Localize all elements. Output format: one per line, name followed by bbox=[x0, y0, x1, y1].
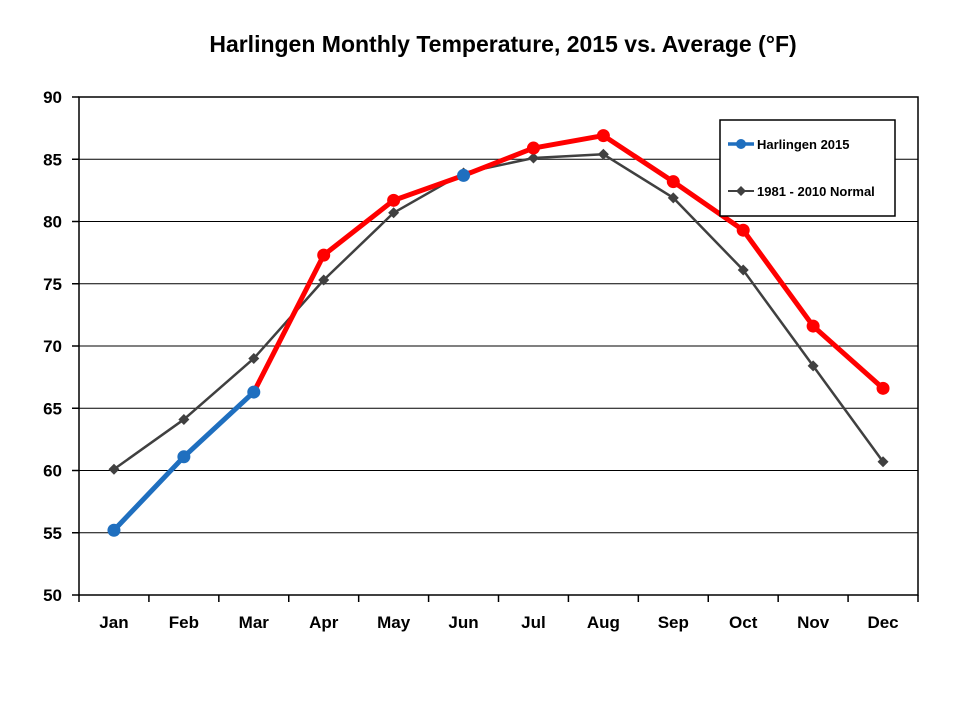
x-tick-label-may: May bbox=[377, 613, 411, 632]
series-segment-harlingen-2015 bbox=[670, 179, 746, 233]
marker-harlingen-2015-mar bbox=[247, 385, 261, 399]
series-segment-harlingen-2015 bbox=[461, 145, 536, 178]
marker-normal-sep bbox=[667, 192, 679, 204]
series-markers bbox=[107, 129, 890, 537]
series-segment-harlingen-2015 bbox=[321, 197, 397, 258]
series-segment-harlingen-2015 bbox=[391, 172, 467, 203]
marker-normal-may bbox=[388, 207, 400, 219]
gridlines bbox=[79, 96, 918, 534]
series-segment-harlingen-2015 bbox=[810, 323, 886, 391]
y-axis-ticks: 50 55 60 65 70 75 80 85 90 bbox=[43, 88, 62, 605]
x-tick-label-aug: Aug bbox=[587, 613, 620, 632]
marker-harlingen-2015-may bbox=[387, 193, 401, 207]
marker-harlingen-2015-feb bbox=[177, 450, 191, 464]
y-tick-label: 85 bbox=[43, 150, 62, 169]
series-segment-harlingen-2015 bbox=[600, 133, 676, 185]
marker-harlingen-2015-apr bbox=[317, 248, 331, 262]
series-segment-harlingen-2015 bbox=[530, 133, 606, 151]
marker-harlingen-2015-jun bbox=[457, 168, 471, 182]
chart-title: Harlingen Monthly Temperature, 2015 vs. … bbox=[209, 31, 796, 57]
marker-harlingen-2015-sep bbox=[666, 175, 680, 189]
marker-normal-aug bbox=[597, 148, 609, 160]
y-tick-label: 50 bbox=[43, 586, 62, 605]
x-tick-label-nov: Nov bbox=[797, 613, 830, 632]
x-tick-label-mar: Mar bbox=[239, 613, 270, 632]
legend-label-harlingen-2015: Harlingen 2015 bbox=[757, 137, 850, 152]
y-tick-label: 80 bbox=[43, 213, 62, 232]
marker-normal-apr bbox=[318, 274, 330, 286]
series-segment-harlingen-2015 bbox=[251, 252, 327, 395]
x-tick-label-oct: Oct bbox=[729, 613, 758, 632]
series-lines bbox=[111, 133, 886, 533]
y-tick-label: 65 bbox=[43, 399, 62, 418]
x-tick-label-feb: Feb bbox=[169, 613, 199, 632]
x-tick-label-jul: Jul bbox=[521, 613, 546, 632]
y-tick-label: 60 bbox=[43, 462, 62, 481]
x-axis-ticks: Jan Feb Mar Apr May Jun Jul Aug Sep Oct Nov Dec bbox=[99, 613, 898, 632]
y-tick-label: 70 bbox=[43, 337, 62, 356]
marker-harlingen-2015-aug bbox=[596, 129, 610, 143]
y-tick-label: 90 bbox=[43, 88, 62, 107]
series-segment-harlingen-2015 bbox=[181, 389, 257, 460]
series-segment-harlingen-2015 bbox=[740, 227, 816, 329]
series-segment-harlingen-2015 bbox=[111, 454, 187, 533]
x-tick-label-jan: Jan bbox=[99, 613, 128, 632]
x-tick-label-jun: Jun bbox=[448, 613, 478, 632]
marker-normal-jan bbox=[108, 463, 120, 475]
marker-harlingen-2015-jan bbox=[107, 523, 121, 537]
y-tick-label: 55 bbox=[43, 524, 62, 543]
marker-harlingen-2015-jul bbox=[526, 141, 540, 155]
marker-harlingen-2015-oct bbox=[736, 223, 750, 237]
marker-normal-jul bbox=[527, 152, 539, 164]
marker-normal-nov bbox=[807, 360, 819, 372]
series-line-normal bbox=[113, 153, 885, 471]
legend-box bbox=[719, 119, 896, 217]
x-tick-label-sep: Sep bbox=[658, 613, 689, 632]
legend-marker-normal bbox=[736, 186, 746, 196]
marker-normal-mar bbox=[248, 352, 260, 364]
legend: Harlingen 2015 1981 - 2010 Normal bbox=[719, 119, 896, 217]
marker-harlingen-2015-dec bbox=[876, 381, 890, 395]
marker-normal-feb bbox=[178, 413, 190, 425]
x-tick-label-dec: Dec bbox=[867, 613, 898, 632]
x-tick-label-apr: Apr bbox=[309, 613, 339, 632]
marker-normal-dec bbox=[877, 456, 889, 468]
axes bbox=[72, 96, 919, 602]
y-tick-label: 75 bbox=[43, 275, 62, 294]
legend-marker-harlingen-2015 bbox=[736, 139, 746, 149]
legend-label-normal: 1981 - 2010 Normal bbox=[757, 184, 875, 199]
marker-harlingen-2015-nov bbox=[806, 319, 820, 333]
marker-normal-oct bbox=[737, 264, 749, 276]
